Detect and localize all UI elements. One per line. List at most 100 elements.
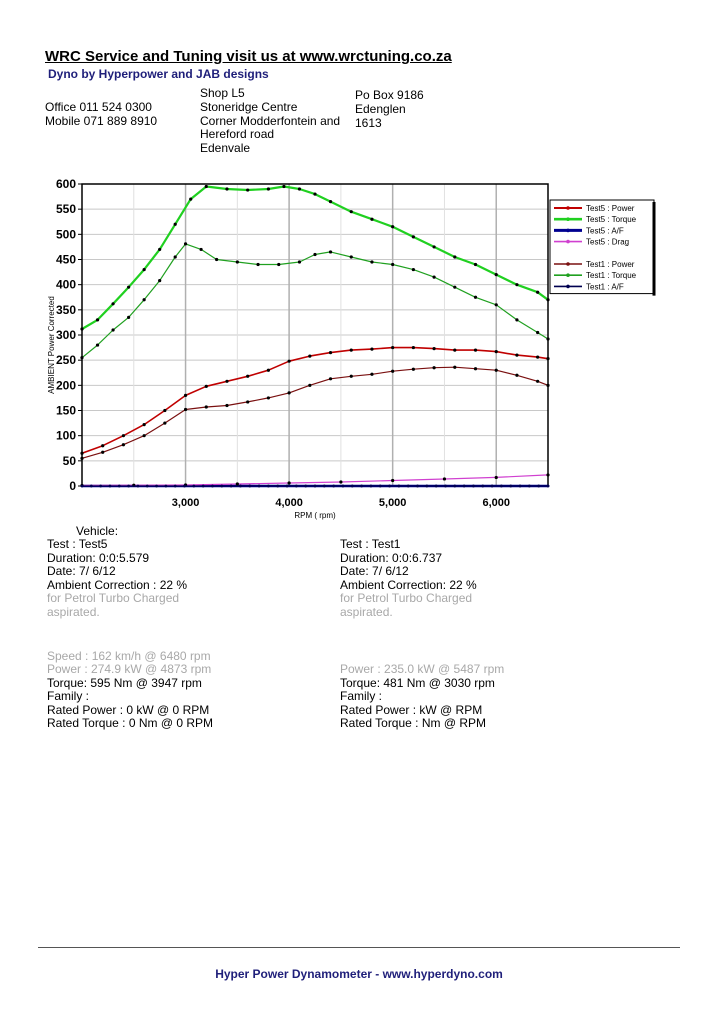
series-point (127, 484, 130, 488)
test1-fuel-2: aspirated. (340, 605, 393, 619)
legend-label: Test1 : A/F (586, 282, 624, 291)
series-point (215, 257, 219, 262)
series-point (173, 222, 177, 226)
office-phone: Office 011 524 0300 (45, 100, 152, 114)
series-point (142, 267, 146, 272)
series-point (328, 200, 333, 204)
series-point (297, 187, 302, 191)
series-point (442, 477, 447, 481)
series-point (246, 188, 250, 192)
legend-label: Test1 : Power (586, 260, 635, 269)
test5-duration: Duration: 0:0:5.579 (47, 551, 150, 565)
series-point (183, 484, 186, 488)
series-point (416, 484, 419, 488)
test5-rated-power: Rated Power : 0 kW @ 0 RPM (47, 703, 210, 717)
series-point (225, 187, 229, 191)
series-point (276, 484, 280, 488)
series-point (239, 484, 242, 488)
y-tick-label: 200 (56, 378, 76, 392)
series-point (142, 422, 146, 427)
series-point (360, 484, 363, 488)
po-box-line: Edenglen (355, 102, 406, 116)
series-point (246, 374, 250, 378)
series-point (369, 484, 373, 488)
series-point (173, 255, 177, 259)
series-point (277, 262, 281, 267)
mobile-phone: Mobile 071 889 8910 (45, 114, 158, 128)
legend-marker (566, 217, 570, 221)
test5-ambient: Ambient Correction : 22 % (47, 578, 188, 592)
series-point (121, 443, 126, 447)
series-point (121, 434, 126, 438)
series-point (173, 484, 177, 488)
test1-duration: Duration: 0:0:6.737 (340, 551, 443, 565)
series-point (235, 482, 239, 486)
series-point (158, 279, 162, 283)
series-point (370, 260, 374, 264)
legend-marker (566, 262, 570, 266)
series-point (308, 383, 312, 387)
legend-marker (566, 273, 570, 277)
series-point (328, 250, 333, 254)
series-point (481, 484, 485, 488)
series-point (235, 260, 239, 264)
series-point (80, 356, 84, 360)
series-point (158, 247, 162, 252)
series-line (81, 346, 549, 455)
series-point (111, 302, 115, 306)
series-point (142, 434, 146, 438)
series-point (425, 484, 429, 488)
series-point (370, 372, 374, 376)
series-point (111, 328, 115, 332)
series-point (388, 484, 391, 488)
series-point (204, 184, 208, 189)
test1-torque: Torque: 481 Nm @ 3030 rpm (340, 676, 495, 690)
series-point (145, 484, 149, 488)
series-point (370, 347, 374, 351)
series-point (341, 484, 345, 488)
series-point (432, 366, 436, 370)
test5-fuel-2: aspirated. (47, 605, 100, 619)
po-box-line: 1613 (355, 116, 382, 130)
series-point (546, 337, 550, 341)
series-point (163, 408, 167, 413)
series-point (432, 275, 436, 279)
footer-text: Hyper Power Dynamometer - www.hyperdyno.… (215, 967, 503, 981)
series-point (101, 450, 105, 454)
address-line: Corner Modderfontein and (200, 114, 341, 128)
legend-label: Test5 : Drag (586, 238, 629, 247)
series-point (225, 379, 229, 383)
series-point (391, 478, 395, 483)
y-tick-label: 450 (56, 253, 76, 267)
series-point (95, 318, 100, 322)
series-point (183, 242, 188, 246)
series-point (349, 210, 353, 214)
series-point (518, 484, 522, 488)
series-point (282, 184, 286, 189)
series-point (537, 484, 541, 488)
series-point (142, 298, 146, 302)
series-point (313, 252, 317, 257)
series-point (155, 484, 158, 488)
x-tick-label: 4,000 (275, 497, 303, 509)
series-point (201, 484, 205, 488)
y-tick-label: 500 (56, 227, 76, 241)
legend-label: Test5 : Power (586, 204, 635, 213)
series-point (211, 484, 214, 488)
legend-marker (566, 239, 570, 244)
series-point (391, 262, 395, 267)
series-point (101, 444, 105, 448)
series-point (453, 484, 457, 488)
series-point (397, 484, 401, 488)
series-point (473, 348, 478, 352)
series-point (490, 484, 494, 488)
series-point (328, 377, 333, 381)
y-tick-label: 50 (63, 454, 77, 468)
test5-fuel: for Petrol Turbo Charged (47, 591, 180, 605)
series-point (546, 484, 550, 488)
series-point (297, 260, 302, 264)
series-point (108, 484, 112, 488)
series-point (183, 407, 188, 412)
series-point (95, 343, 100, 347)
series-point (546, 473, 550, 477)
